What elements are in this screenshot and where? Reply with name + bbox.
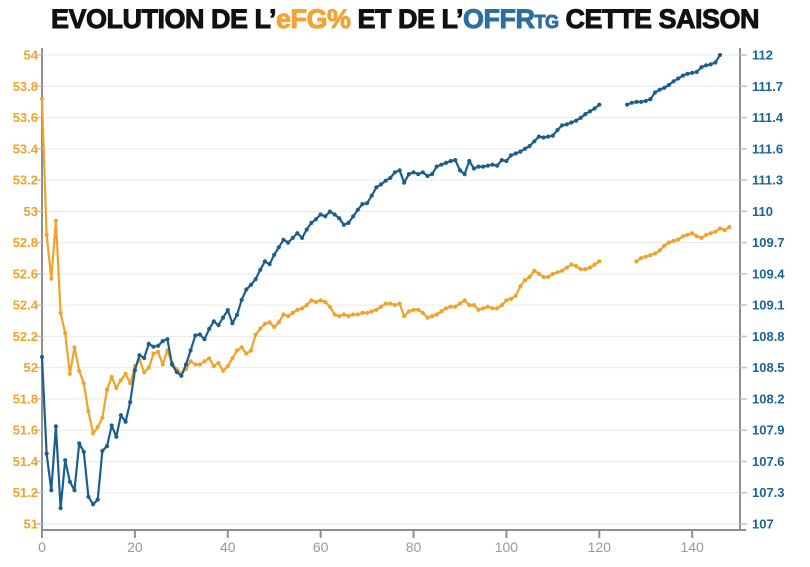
svg-text:111.6: 111.6	[752, 141, 783, 156]
svg-text:120: 120	[588, 539, 612, 555]
svg-text:40: 40	[220, 539, 236, 555]
svg-text:112: 112	[752, 48, 773, 63]
svg-text:107: 107	[752, 517, 774, 532]
svg-text:53.4: 53.4	[13, 141, 39, 156]
gridlines	[42, 54, 740, 525]
svg-text:54: 54	[24, 48, 39, 63]
svg-text:52.6: 52.6	[13, 266, 38, 281]
svg-text:51.4: 51.4	[13, 454, 39, 469]
svg-text:51.2: 51.2	[13, 485, 38, 500]
axis-lines	[41, 48, 746, 531]
title-segment: TG	[534, 12, 559, 33]
svg-text:0: 0	[38, 539, 46, 555]
svg-text:52.4: 52.4	[13, 298, 39, 313]
svg-text:140: 140	[680, 539, 704, 555]
svg-text:53: 53	[24, 204, 38, 219]
left-axis-labels: 54 53.8 53.6 53.4 53.2 53 52.8 52.6 52.4 52.2 52 51…	[13, 48, 39, 532]
efg-line	[39, 96, 732, 436]
svg-text:52: 52	[24, 360, 38, 375]
svg-text:108.2: 108.2	[752, 391, 785, 406]
svg-text:107.3: 107.3	[752, 485, 785, 500]
svg-text:51.8: 51.8	[13, 391, 38, 406]
title-segment: CETTE SAISON	[558, 4, 760, 35]
svg-text:110: 110	[752, 204, 773, 219]
svg-text:108.8: 108.8	[752, 329, 785, 344]
svg-text:108.5: 108.5	[752, 360, 785, 375]
right-axis-labels: 112 111.7 111.4 111.6 111.3 110 109.7 109.4 109.…	[752, 48, 785, 532]
offrtg-line	[39, 52, 723, 511]
svg-text:111.3: 111.3	[752, 173, 783, 188]
svg-text:111.7: 111.7	[752, 79, 783, 94]
tick-marks	[35, 54, 747, 538]
title-segment: ET DE L’	[350, 4, 464, 35]
svg-text:111.4: 111.4	[752, 110, 784, 125]
svg-text:109.1: 109.1	[752, 298, 785, 313]
svg-text:53.6: 53.6	[13, 110, 38, 125]
svg-text:51.6: 51.6	[13, 423, 38, 438]
svg-text:109.4: 109.4	[752, 266, 785, 281]
title-segment: eFG%	[275, 4, 352, 35]
svg-text:100: 100	[495, 539, 519, 555]
x-axis-labels: 0 20 40 60 80 100 120 140	[38, 539, 704, 555]
svg-text:20: 20	[127, 539, 143, 555]
svg-text:51: 51	[24, 517, 38, 532]
title-segment: EVOLUTION DE L’	[50, 4, 276, 35]
svg-text:109.7: 109.7	[752, 235, 785, 250]
svg-text:107.6: 107.6	[752, 454, 785, 469]
svg-text:52.8: 52.8	[13, 235, 38, 250]
svg-text:53.2: 53.2	[13, 173, 38, 188]
svg-text:52.2: 52.2	[13, 329, 38, 344]
svg-text:53.8: 53.8	[13, 79, 38, 94]
svg-text:80: 80	[406, 539, 422, 555]
svg-text:60: 60	[313, 539, 329, 555]
chart-title: EVOLUTION DE L’eFG% ET DE L’OFFRTG CETTE…	[0, 2, 810, 39]
svg-text:107.9: 107.9	[752, 423, 785, 438]
title-segment: OFFR	[463, 4, 536, 35]
